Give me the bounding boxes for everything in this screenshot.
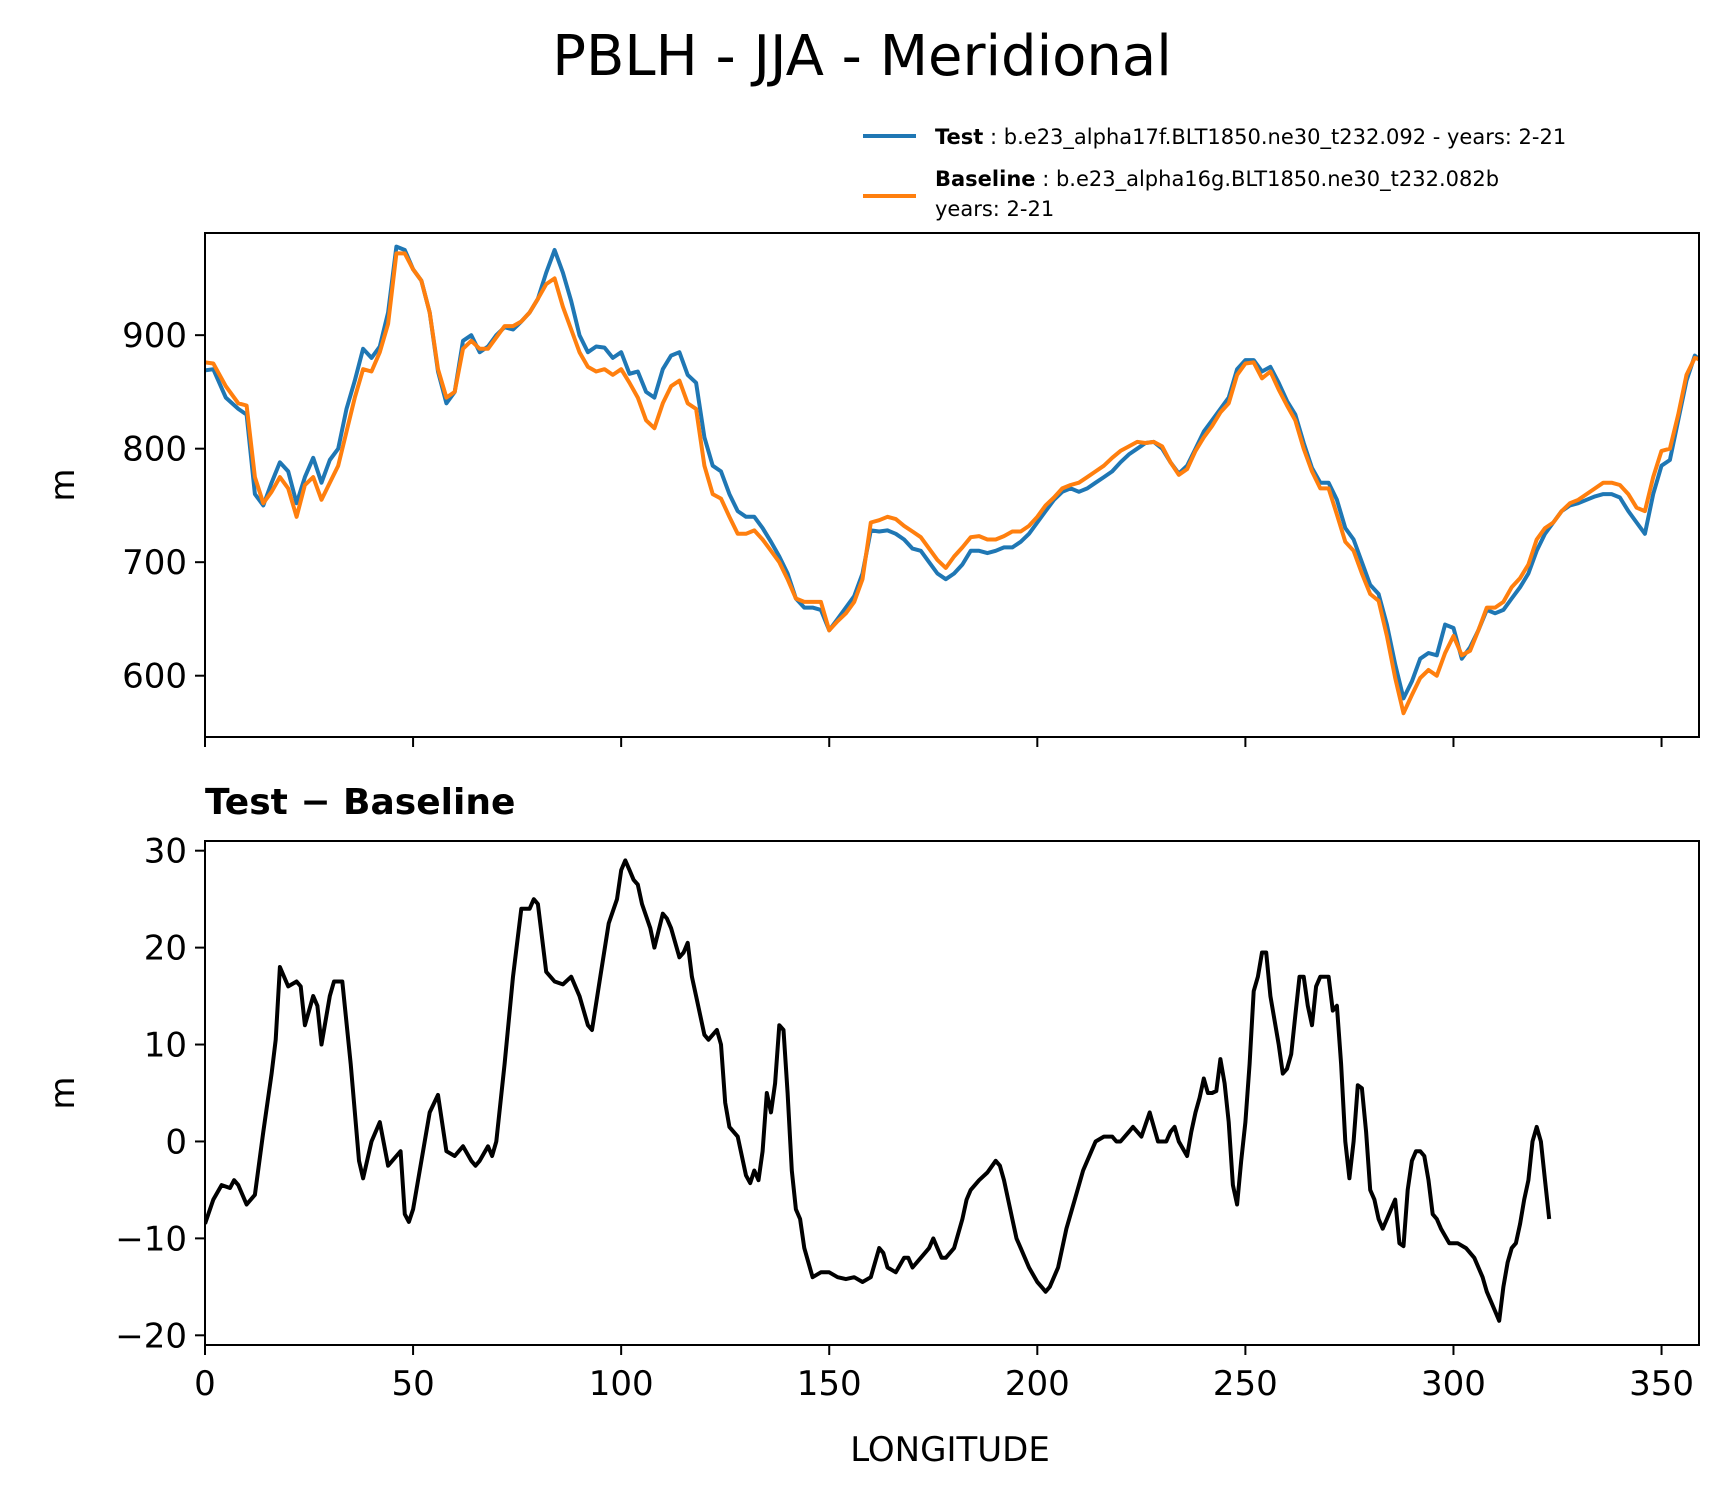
difference-panel-title: Test − Baseline xyxy=(205,782,515,823)
bottom-y-tick-label: −10 xyxy=(115,1219,187,1259)
top-y-tick-label: 900 xyxy=(122,316,187,356)
bottom-y-tick-label: 20 xyxy=(144,929,187,969)
bottom-axes-frame xyxy=(204,840,1700,1346)
bottom-y-tick-label: 30 xyxy=(144,832,187,872)
bottom-x-tick-label: 150 xyxy=(797,1364,862,1404)
svg-text:Test : b.e23_alpha17f.BL: Test : b.e23_alpha17f.BLT1850.ne30_t232.… xyxy=(935,125,1566,150)
bottom-x-tick-label: 350 xyxy=(1629,1364,1694,1404)
top-y-tick-label: 600 xyxy=(122,657,187,697)
bottom-y-tick-label: 0 xyxy=(165,1122,187,1162)
top-y-axis-label: m xyxy=(43,468,83,501)
top-series-baseline-line xyxy=(205,251,1699,716)
top-y-tick-label: 800 xyxy=(122,430,187,470)
top-panel: 600 700 800 900 m xyxy=(43,232,1700,747)
bottom-x-tick-label: 200 xyxy=(1005,1364,1070,1404)
bottom-x-tick-label: 0 xyxy=(194,1364,216,1404)
bottom-x-tick-label: 100 xyxy=(589,1364,654,1404)
bottom-y-tick-label: −20 xyxy=(115,1316,187,1356)
svg-text:Baseline : b.e23_alpha16: Baseline : b.e23_alpha16g.BLT1850.ne30_t… xyxy=(935,167,1499,192)
bottom-x-tick-label: 250 xyxy=(1213,1364,1278,1404)
top-axes-frame xyxy=(204,232,1700,738)
top-y-tick-label: 700 xyxy=(122,543,187,583)
bottom-x-tick-label: 300 xyxy=(1421,1364,1486,1404)
legend-test-name: Test xyxy=(935,125,983,149)
bottom-x-tick-label: 50 xyxy=(391,1364,434,1404)
legend-baseline-desc: : b.e23_alpha16g.BLT1850.ne30_t232.082b xyxy=(1042,167,1499,192)
legend-test-desc: : b.e23_alpha17f.BLT1850.ne30_t232.092 -… xyxy=(990,125,1566,150)
bottom-series-test-baseline-line xyxy=(205,858,1552,1323)
bottom-y-axis-label: m xyxy=(43,1076,83,1109)
chart-title: PBLH - JJA - Meridional xyxy=(552,24,1172,89)
legend: Test : b.e23_alpha17f.BLT1850.ne30_t232.… xyxy=(863,125,1566,221)
x-axis-label: LONGITUDE xyxy=(850,1430,1050,1470)
legend-baseline-name: Baseline xyxy=(935,167,1036,191)
bottom-y-tick-label: 10 xyxy=(144,1026,187,1066)
top-series-test-line xyxy=(205,244,1699,701)
legend-baseline-desc2: years: 2-21 xyxy=(935,197,1054,221)
